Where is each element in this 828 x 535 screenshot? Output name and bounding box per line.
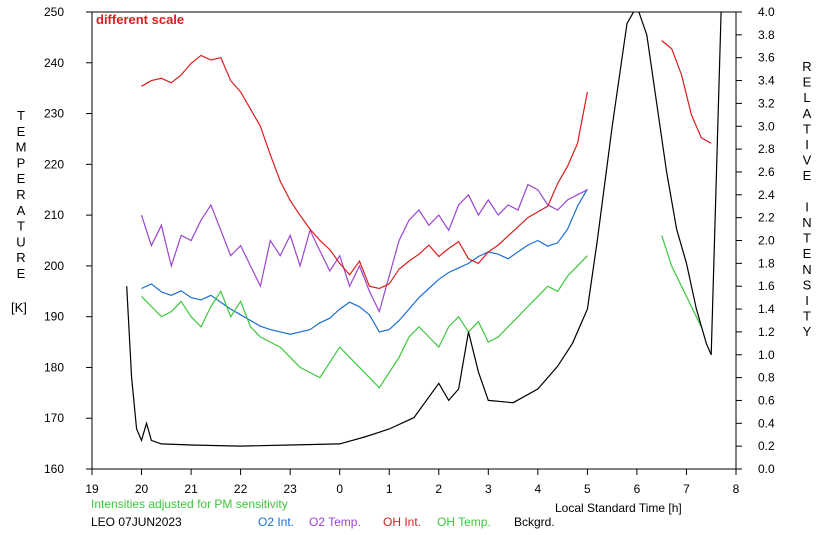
series-line-oh-temp (141, 255, 588, 389)
x-tick-label: 8 (733, 482, 740, 496)
x-tick-label: 19 (85, 482, 99, 496)
y-left-tick-label: 160 (44, 462, 64, 476)
legend: O2 Int. O2 Temp. OH Int. OH Temp. Bckgrd. (258, 515, 555, 529)
legend-item: O2 Int. (258, 515, 294, 529)
legend-item: OH Int. (383, 515, 421, 529)
y-right-tick-label: 3.4 (758, 74, 775, 88)
y-right-tick-label: 1.4 (758, 302, 775, 316)
y-right-tick-label: 1.8 (758, 256, 775, 270)
x-axis: 19 20 21 22 23 0 1 2 3 4 5 6 7 8 (85, 469, 740, 496)
x-tick-label: 4 (535, 482, 542, 496)
y-left-tick-label: 180 (44, 360, 64, 374)
axis-title-letter: A (17, 203, 26, 218)
legend-item: OH Temp. (437, 515, 491, 529)
legend-item: Bckgrd. (514, 515, 555, 529)
y-right-tick-label: 2.8 (758, 142, 775, 156)
axis-title-letter: R (16, 187, 25, 202)
axis-title-letter: U (16, 234, 25, 249)
y-left-tick-label: 230 (44, 107, 64, 121)
axis-title-letter: N (802, 215, 811, 230)
axis-title-letter: I (805, 137, 809, 152)
y-right-tick-label: 1.2 (758, 325, 775, 339)
series-line-oh-temp (661, 235, 702, 328)
axis-title-letter: T (17, 108, 25, 123)
axis-title-letter: P (17, 155, 26, 170)
axis-title-letter: R (16, 250, 25, 265)
x-tick-label: 7 (683, 482, 690, 496)
axis-title-letter: V (803, 153, 812, 168)
series-line-oh-int (661, 40, 712, 144)
y-right-tick-label: 1.0 (758, 348, 775, 362)
axis-title-letter: I (805, 199, 809, 214)
x-tick-label: 1 (386, 482, 393, 496)
y-right-tick-label: 2.6 (758, 165, 775, 179)
y-left-tick-label: 220 (44, 157, 64, 171)
series-line-o2-temp (140, 183, 588, 314)
axis-title-letter: E (803, 75, 812, 90)
axis-title-letter: E (803, 168, 812, 183)
axis-title-letter: E (17, 266, 26, 281)
y-left-tick-label: 250 (44, 5, 64, 19)
plot-frame (91, 11, 737, 470)
x-tick-label: 5 (584, 482, 591, 496)
y-right-tick-label: 2.0 (758, 234, 775, 248)
y-left-tick-label: 200 (44, 259, 64, 273)
x-tick-label: 0 (336, 482, 343, 496)
axis-title-letter: M (16, 140, 27, 155)
axis-title-letter: I (805, 293, 809, 308)
x-tick-label: 22 (234, 482, 248, 496)
y-right-tick-label: 0.8 (758, 371, 775, 385)
y-right-tick-label: 4.0 (758, 5, 775, 19)
y-left-tick-label: 170 (44, 411, 64, 425)
y-right-tick-label: 0.0 (758, 462, 775, 476)
y-axis-left-unit: [K] (11, 300, 27, 315)
y-right-tick-label: 3.8 (758, 28, 775, 42)
y-right-tick-label: 3.6 (758, 51, 775, 65)
x-tick-label: 6 (634, 482, 641, 496)
y-right-tick-label: 3.2 (758, 96, 775, 110)
y-axis-right: 0.0 0.2 0.4 0.6 0.8 1.0 1.2 1.4 1.6 1.8 2.0 2.2 2.4 2… (736, 5, 775, 476)
y-left-tick-label: 240 (44, 56, 64, 70)
legend-item: O2 Temp. (309, 515, 361, 529)
x-axis-title: Local Standard Time [h] (555, 501, 682, 515)
x-tick-label: 20 (135, 482, 149, 496)
x-tick-label: 21 (184, 482, 198, 496)
series-line-oh-int (141, 54, 588, 290)
y-axis-left: 160 170 180 190 200 210 220 230 240 250 (44, 5, 92, 476)
axis-title-letter: R (802, 59, 811, 74)
station-date-label: LEO 07JUN2023 (91, 515, 182, 529)
y-right-tick-label: 0.2 (758, 439, 775, 453)
series-line-bckgrd (126, 12, 722, 447)
axis-title-letter: T (803, 309, 811, 324)
y-right-tick-label: 1.6 (758, 279, 775, 293)
axis-title-letter: E (803, 246, 812, 261)
x-tick-label: 2 (435, 482, 442, 496)
axis-title-letter: T (17, 219, 25, 234)
x-tick-label: 3 (485, 482, 492, 496)
y-left-tick-label: 190 (44, 310, 64, 324)
axis-title-letter: E (17, 171, 26, 186)
y-right-tick-label: 3.0 (758, 119, 775, 133)
y-right-tick-label: 2.4 (758, 188, 775, 202)
y-right-tick-label: 2.2 (758, 211, 775, 225)
axis-title-letter: A (803, 106, 812, 121)
axis-title-letter: Y (803, 324, 812, 339)
note-label: Intensities adjusted for PM sensitivity (91, 497, 288, 511)
axis-title-letter: N (802, 262, 811, 277)
y-right-tick-label: 0.4 (758, 416, 775, 430)
axis-title-letter: S (803, 277, 812, 292)
y-left-tick-label: 210 (44, 208, 64, 222)
axis-title-letter: T (803, 231, 811, 246)
axis-title-letter: L (803, 90, 810, 105)
annotation-label: different scale (96, 12, 184, 27)
axis-title-letter: T (803, 121, 811, 136)
series-group (126, 12, 722, 447)
y-right-tick-label: 0.6 (758, 393, 775, 407)
axis-title-letter: E (17, 124, 26, 139)
x-tick-label: 23 (283, 482, 297, 496)
